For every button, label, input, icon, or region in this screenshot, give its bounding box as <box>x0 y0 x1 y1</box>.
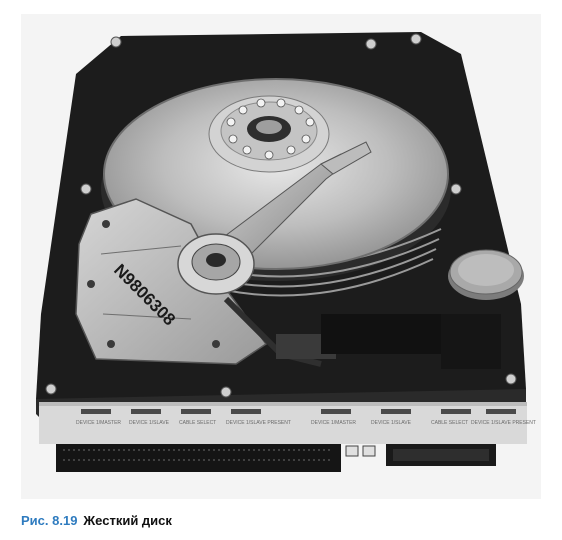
figure-label: Рис. 8.19 <box>21 513 78 528</box>
platter <box>104 79 448 269</box>
svg-text:DEVICE 1/MASTER: DEVICE 1/MASTER <box>76 420 121 426</box>
jumper-blocks <box>81 409 516 414</box>
svg-text:DEVICE 1/SLAVE: DEVICE 1/SLAVE <box>129 420 170 426</box>
figure-title: Жесткий диск <box>83 513 172 528</box>
svg-text:DEVICE 1/SLAVE PRESENT: DEVICE 1/SLAVE PRESENT <box>471 420 536 426</box>
figure-caption: Рис. 8.19 Жесткий диск <box>21 513 172 529</box>
svg-text:DEVICE 1/SLAVE: DEVICE 1/SLAVE <box>371 420 412 426</box>
ide-connector <box>56 444 341 472</box>
spindle-hub <box>208 95 330 173</box>
screws <box>45 33 517 398</box>
svg-text:CABLE SELECT: CABLE SELECT <box>431 420 468 426</box>
svg-text:CABLE SELECT: CABLE SELECT <box>179 420 216 426</box>
coin <box>448 249 524 300</box>
actuator-plate <box>75 198 268 365</box>
hard-drive-photo: DEVICE 1/MASTER DEVICE 1/SLAVE CABLE SEL… <box>21 14 541 499</box>
svg-text:DEVICE 1/SLAVE PRESENT: DEVICE 1/SLAVE PRESENT <box>226 420 291 426</box>
hard-drive-illustration: DEVICE 1/MASTER DEVICE 1/SLAVE CABLE SEL… <box>21 14 541 499</box>
actuator-pivot <box>177 233 255 295</box>
svg-text:DEVICE 1/MASTER: DEVICE 1/MASTER <box>311 420 356 426</box>
